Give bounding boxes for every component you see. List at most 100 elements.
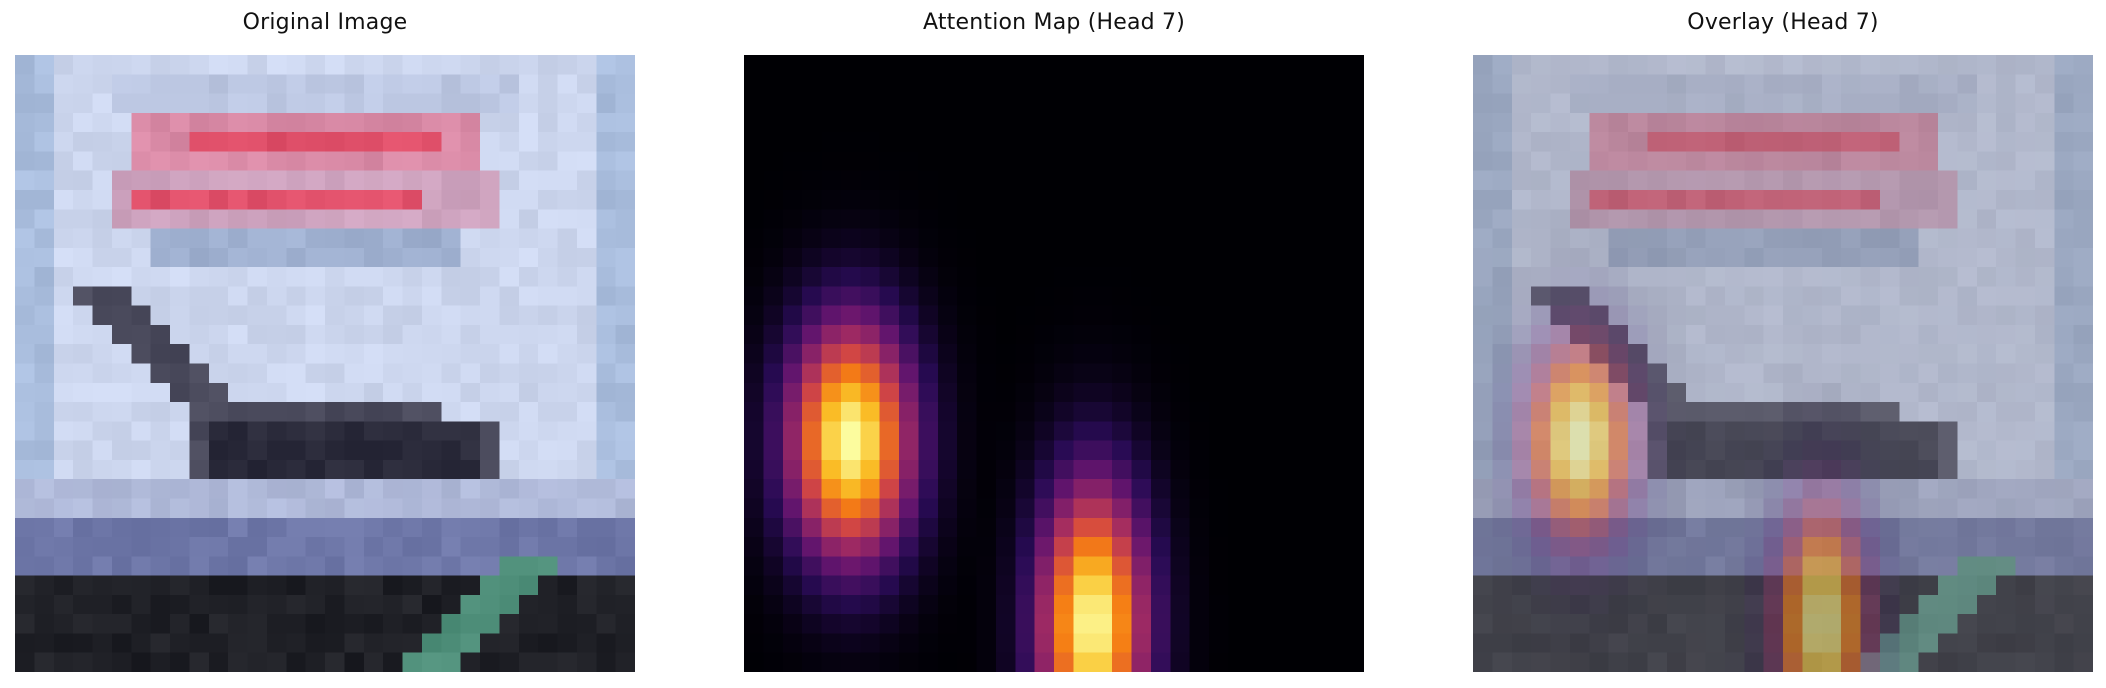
image-pixel-cell: [460, 324, 481, 345]
overlay-cell: [2054, 112, 2075, 133]
overlay-cell: [1763, 189, 1784, 210]
attention-cell: [918, 267, 939, 287]
image-pixel-cell: [111, 286, 132, 307]
attention-cell: [1131, 537, 1152, 557]
overlay-cell: [2015, 652, 2036, 672]
image-pixel-cell: [480, 344, 500, 364]
image-pixel-cell: [421, 517, 442, 538]
attention-cell: [802, 132, 822, 152]
attention-cell: [821, 652, 842, 672]
image-pixel-cell: [557, 556, 578, 576]
image-pixel-cell: [441, 247, 462, 268]
overlay-cell: [1705, 189, 1726, 210]
attention-cell: [1189, 363, 1210, 384]
overlay-cell: [2034, 479, 2055, 499]
attention-cell: [1054, 74, 1074, 94]
image-pixel-cell: [131, 170, 152, 191]
image-pixel-cell: [92, 209, 113, 229]
image-pixel-cell: [518, 247, 539, 268]
overlay-cell: [2015, 209, 2036, 229]
image-pixel-cell: [538, 170, 558, 191]
attention-cell: [1170, 594, 1191, 615]
image-pixel-cell: [92, 459, 113, 480]
attention-cell: [1092, 170, 1113, 191]
image-pixel-cell: [518, 517, 539, 538]
overlay-cell: [1783, 228, 1803, 249]
image-pixel-cell: [150, 267, 171, 287]
image-pixel-cell: [208, 151, 229, 172]
overlay-cell: [1511, 498, 1532, 519]
image-pixel-cell: [441, 209, 462, 229]
attention-cell: [1131, 267, 1152, 287]
image-pixel-cell: [170, 112, 190, 133]
overlay-cell: [1686, 267, 1706, 287]
attention-cell: [937, 537, 958, 557]
attention-cell: [1209, 305, 1229, 326]
overlay-cell: [1860, 363, 1881, 384]
overlay-cell: [1996, 112, 2016, 133]
image-pixel-cell: [266, 151, 287, 172]
overlay-cell: [2054, 151, 2075, 172]
attention-cell: [1150, 421, 1171, 442]
overlay-cell: [1647, 344, 1668, 364]
overlay-cell: [1705, 556, 1726, 576]
attention-cell: [957, 614, 977, 634]
attention-cell: [1344, 575, 1364, 596]
attention-cell: [1228, 633, 1249, 654]
attention-cell: [744, 170, 764, 191]
overlay-cell: [1918, 517, 1939, 538]
overlay-cell: [1841, 363, 1861, 384]
image-pixel-cell: [53, 575, 74, 596]
overlay-cell: [2073, 305, 2093, 326]
image-pixel-cell: [402, 575, 423, 596]
overlay-cell: [1550, 112, 1571, 133]
image-pixel-cell: [305, 459, 326, 480]
image-pixel-cell: [247, 363, 268, 384]
overlay-cell: [1763, 305, 1784, 326]
attention-cell: [802, 93, 822, 114]
attention-cell: [1267, 594, 1287, 615]
attention-cell: [1054, 633, 1074, 654]
overlay-cell: [1744, 556, 1765, 576]
attention-cell: [1286, 209, 1307, 229]
image-pixel-cell: [92, 267, 113, 287]
attention-cell: [1267, 652, 1287, 672]
image-pixel-cell: [325, 170, 345, 191]
image-pixel-cell: [344, 74, 365, 94]
overlay-cell: [1550, 324, 1571, 345]
attention-cell: [1150, 652, 1171, 672]
overlay-cell: [1647, 633, 1668, 654]
attention-cell: [1344, 517, 1364, 538]
overlay-cell: [1550, 652, 1571, 672]
attention-cell: [1189, 55, 1210, 75]
attention-cell: [937, 402, 958, 422]
attention-cell: [1170, 93, 1191, 114]
attention-cell: [860, 498, 881, 519]
image-pixel-cell: [518, 614, 539, 634]
attention-cell: [1325, 151, 1346, 172]
overlay-cell: [1744, 440, 1765, 461]
image-pixel-cell: [344, 247, 365, 268]
overlay-cell: [2054, 132, 2075, 152]
attention-cell: [918, 209, 939, 229]
attention-cell: [1015, 170, 1036, 191]
overlay-cell: [1608, 479, 1629, 499]
overlay-cell: [1821, 267, 1842, 287]
image-pixel-cell: [73, 479, 93, 499]
overlay-cell: [1531, 517, 1551, 538]
image-pixel-cell: [170, 344, 190, 364]
image-pixel-cell: [53, 459, 74, 480]
overlay-cell: [1724, 170, 1745, 191]
attention-cell: [1150, 112, 1171, 133]
image-pixel-cell: [421, 170, 442, 191]
overlay-cell: [1957, 614, 1978, 634]
image-pixel-cell: [286, 267, 307, 287]
image-pixel-cell: [460, 479, 481, 499]
attention-cell: [763, 363, 784, 384]
overlay-cell: [1705, 440, 1726, 461]
attention-cell: [976, 286, 997, 307]
image-pixel-cell: [460, 151, 481, 172]
overlay-cell: [1608, 286, 1629, 307]
attention-cell: [1112, 344, 1132, 364]
image-pixel-cell: [557, 344, 578, 364]
